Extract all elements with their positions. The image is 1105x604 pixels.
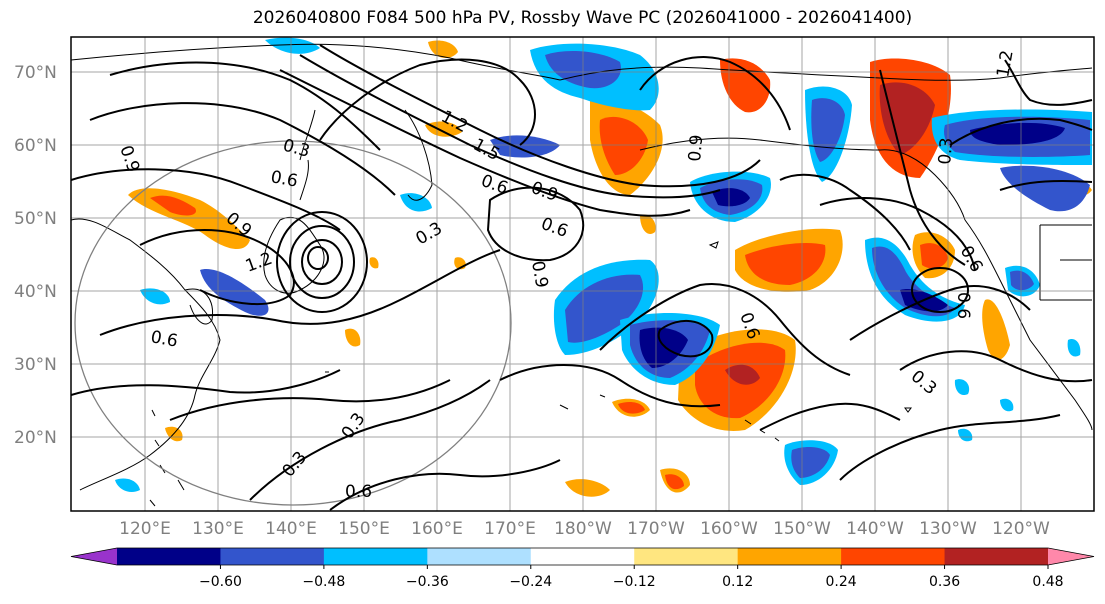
colorbar-extend-min (71, 548, 117, 565)
colorbar-segment (737, 548, 842, 565)
lon-label: 140°W (846, 519, 904, 539)
lon-label: 170°E (484, 519, 536, 539)
colorbar-tick-label: −0.24 (509, 574, 552, 590)
colorbar-tick-label: 0.36 (929, 574, 960, 590)
colorbar-segment (220, 548, 325, 565)
lon-label: 160°W (700, 519, 758, 539)
contour-label: 0.6 (149, 327, 179, 351)
colorbar-segment (634, 548, 739, 565)
colorbar-tick-label: −0.12 (613, 574, 656, 590)
lat-label: 50°N (14, 209, 57, 229)
contour-label: 1.2 (993, 49, 1017, 79)
lat-label: 20°N (14, 428, 57, 448)
map-title: 2026040800 F084 500 hPa PV, Rossby Wave … (252, 8, 913, 28)
colorbar-segment (323, 548, 428, 565)
longitude-labels: 120°E 130°E 140°E 150°E 160°E 170°E 180°… (119, 519, 1050, 539)
pv-contours (71, 44, 1093, 511)
contour-label: 0.6 (345, 482, 372, 502)
lon-label: 150°E (338, 519, 390, 539)
contour-label: 0.6 (953, 292, 973, 319)
contour-label: 0.9 (527, 259, 551, 289)
colorbar: −0.60 −0.48 −0.36 −0.24 −0.12 0.12 0.24 0.36 0.4… (70, 547, 1095, 590)
lon-label: 150°W (773, 519, 831, 539)
colorbar-tick-label: −0.60 (199, 574, 242, 590)
colorbar-segment (117, 548, 221, 565)
colorbar-segment (530, 548, 635, 565)
colorbar-tick-label: 0.24 (826, 574, 857, 590)
lat-label: 60°N (14, 136, 57, 156)
plot-frame (70, 36, 1095, 512)
colorbar-segment (427, 548, 532, 565)
lon-label: 120°W (992, 519, 1050, 539)
colorbar-tick-label: 0.12 (722, 574, 753, 590)
lon-label: 140°E (265, 519, 317, 539)
colorbar-outline (70, 547, 1095, 566)
contour-label: 0.6 (269, 167, 299, 191)
colorbar-tick-label: −0.36 (406, 574, 449, 590)
lat-label: 30°N (14, 355, 57, 375)
colorbar-segment (841, 548, 946, 565)
lon-label: 160°E (411, 519, 463, 539)
lon-label: 120°E (119, 519, 171, 539)
colorbar-tick-label: −0.48 (302, 574, 345, 590)
lat-label: 70°N (14, 63, 57, 83)
colorbar-extend-max (1048, 548, 1094, 565)
lat-label: 40°N (14, 282, 57, 302)
colorbar-segment (944, 548, 1049, 565)
graticule (71, 37, 1094, 511)
colorbar-tick-label: 0.48 (1032, 574, 1063, 590)
lon-label: 180°W (554, 519, 612, 539)
lon-label: 170°W (627, 519, 685, 539)
contour-label: 0.3 (935, 137, 957, 166)
contour-label: 0.9 (685, 134, 707, 163)
lon-label: 130°E (192, 519, 244, 539)
latitude-labels: 70°N 60°N 50°N 40°N 30°N 20°N (14, 63, 57, 448)
lon-label: 130°W (919, 519, 977, 539)
radius-circle (74, 140, 512, 506)
